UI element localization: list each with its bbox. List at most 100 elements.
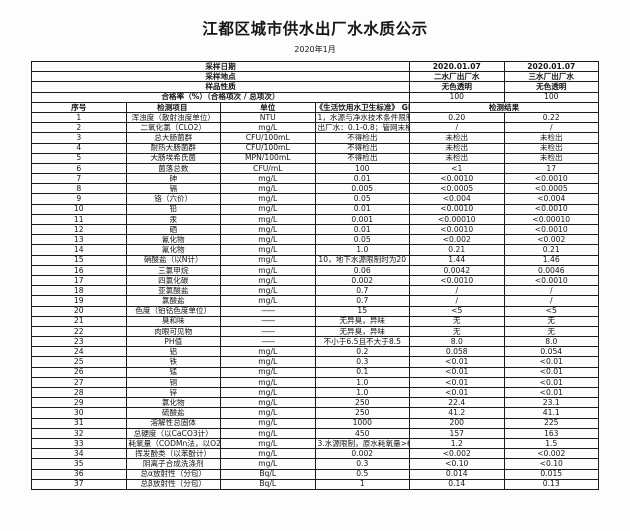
cell-unit: mg/L (220, 397, 316, 409)
cell-no: 5 (31, 152, 127, 164)
meta-label-sampling-location: 采样地点 (31, 71, 410, 83)
cell-unit: MPN/100mL (220, 152, 316, 164)
meta-row-sampling-location: 采样地点 二水厂出厂水 三水厂出厂水 (31, 71, 599, 83)
cell-no: 30 (31, 407, 127, 419)
cell-no: 18 (31, 285, 127, 297)
cell-no: 15 (31, 254, 127, 266)
cell-no: 3 (31, 132, 127, 144)
cell-no: 37 (31, 478, 127, 490)
meta-value-location-plant3: 三水厂出厂水 (503, 71, 599, 83)
cell-standard: 10，地下水源限制时为20 (314, 254, 410, 266)
cell-item-name: 镉 (125, 183, 221, 195)
cell-item-name: 铝 (125, 346, 221, 358)
table-row: 32 总硬度（以CaCO3计） mg/L 450 157 163 (31, 427, 599, 439)
cell-result-plant2: 0.058 (409, 346, 505, 358)
cell-result-plant3: 163 (503, 427, 599, 439)
cell-result-plant3: <0.004 (503, 193, 599, 205)
cell-no: 2 (31, 122, 127, 134)
cell-no: 7 (31, 173, 127, 185)
cell-item-name: 总α放射性（分包） (125, 468, 221, 480)
cell-unit: —— (220, 305, 316, 317)
table-row: 25 铁 mg/L 0.3 <0.01 <0.01 (31, 356, 599, 368)
cell-result-plant3: / (503, 285, 599, 297)
cell-unit: mg/L (220, 244, 316, 256)
page-title: 江都区城市供水出厂水水质公示 (202, 20, 428, 38)
cell-no: 8 (31, 183, 127, 195)
table-row: 5 大肠埃希氏菌 MPN/100mL 不得检出 未检出 未检出 (31, 152, 599, 164)
col-header-standard: 《生活饮用水卫生标准》 GB5749 (314, 101, 410, 113)
cell-result-plant3: / (503, 122, 599, 134)
cell-item-name: 铜 (125, 376, 221, 389)
cell-standard: 0.3 (314, 458, 410, 470)
cell-unit: mg/L (220, 173, 316, 185)
cell-standard: 250 (314, 397, 410, 409)
cell-result-plant2: 1.44 (409, 254, 505, 266)
table-row: 24 铝 mg/L 0.2 0.058 0.054 (31, 346, 599, 358)
cell-result-plant2: 无 (409, 315, 505, 327)
cell-unit: mg/L (220, 376, 316, 389)
cell-result-plant2: 0.21 (409, 244, 505, 256)
cell-result-plant3: 未检出 (503, 152, 599, 164)
cell-standard: 不得检出 (314, 142, 410, 154)
meta-row-pass-rate: 合格率（%）（合格项次 / 总项次） 100 100 (31, 91, 599, 103)
cell-result-plant2: 0.20 (409, 111, 505, 124)
cell-standard: 0.3 (314, 356, 410, 368)
table-row: 14 氟化物 mg/L 1.0 0.21 0.21 (31, 244, 599, 256)
cell-item-name: 耐热大肠菌群 (125, 142, 221, 154)
cell-result-plant2: 未检出 (409, 132, 505, 144)
meta-value-sampling-date-plant2: 2020.01.07 (409, 60, 505, 73)
cell-item-name: 氯化物 (125, 397, 221, 409)
table-row: 22 肉眼可见物 —— 无异臭，异味无无 (31, 325, 599, 338)
cell-result-plant3: <0.0010 (503, 173, 599, 185)
page-subtitle: 2020年1月 (294, 45, 336, 54)
cell-no: 22 (31, 325, 127, 338)
cell-standard: 0.05 (314, 234, 410, 246)
cell-no: 4 (31, 142, 127, 154)
cell-unit: mg/L (220, 407, 316, 419)
cell-unit: mg/L (220, 437, 316, 450)
table-row: 35 阴离子合成洗涤剂 mg/L 0.3 <0.10 <0.10 (31, 458, 599, 470)
cell-item-name: 汞 (125, 213, 221, 226)
meta-value-property-plant3: 无色透明 (503, 81, 599, 93)
cell-result-plant3: <0.01 (503, 356, 599, 368)
cell-no: 31 (31, 417, 127, 429)
cell-unit: mg/L (220, 417, 316, 429)
cell-item-name: 浑浊度（散射浊度单位） (125, 111, 221, 124)
table-row: 8 镉 mg/L 0.005 <0.0005 <0.0005 (31, 183, 599, 195)
cell-unit: —— (220, 325, 316, 338)
cell-result-plant2: <0.0010 (409, 223, 505, 236)
col-header-no: 序号 (31, 101, 127, 113)
cell-unit: mg/L (220, 234, 316, 246)
table-data-body: 1浑浊度（散射浊度单位）NTU1，水源与净水技术条件限制时为30.200.222… (31, 111, 599, 490)
cell-no: 27 (31, 376, 127, 389)
cell-result-plant3: 0.0046 (503, 264, 599, 276)
cell-unit: Bq/L (220, 468, 316, 480)
cell-standard: 无异臭，异味 (314, 325, 410, 338)
table-row: 11 汞 mg/L 0.001 <0.00010 <0.00010 (31, 213, 599, 226)
cell-standard: 不小于6.5且不大于8.5 (314, 336, 410, 348)
cell-result-plant3: 0.21 (503, 244, 599, 256)
cell-result-plant2: 0.0042 (409, 264, 505, 276)
cell-standard: 1000 (314, 417, 410, 429)
cell-result-plant3: 41.1 (503, 407, 599, 419)
cell-unit: mg/L (220, 254, 316, 266)
cell-item-name: 总β放射性（分包） (125, 478, 221, 490)
cell-unit: mg/L (220, 193, 316, 205)
cell-result-plant3: <0.0010 (503, 203, 599, 215)
table-row: 7 砷 mg/L 0.01 <0.0010 <0.0010 (31, 173, 599, 185)
cell-standard: 250 (314, 407, 410, 419)
cell-result-plant2: 0.014 (409, 468, 505, 480)
cell-result-plant3: 未检出 (503, 142, 599, 154)
cell-no: 32 (31, 427, 127, 439)
cell-item-name: 铅 (125, 203, 221, 215)
meta-row-sampling-date: 采样日期 2020.01.07 2020.01.07 (31, 60, 599, 73)
meta-value-property-plant2: 无色透明 (409, 81, 505, 93)
cell-unit: NTU (220, 111, 316, 124)
table-row: 13 氰化物 mg/L 0.05 <0.002 <0.002 (31, 234, 599, 246)
cell-item-name: 臭和味 (125, 315, 221, 327)
cell-unit: mg/L (220, 264, 316, 276)
cell-no: 16 (31, 264, 127, 276)
cell-result-plant3: <0.10 (503, 458, 599, 470)
table-header-row: 序号 检测项目 单位 《生活饮用水卫生标准》 GB5749 检测结果 (31, 101, 599, 113)
